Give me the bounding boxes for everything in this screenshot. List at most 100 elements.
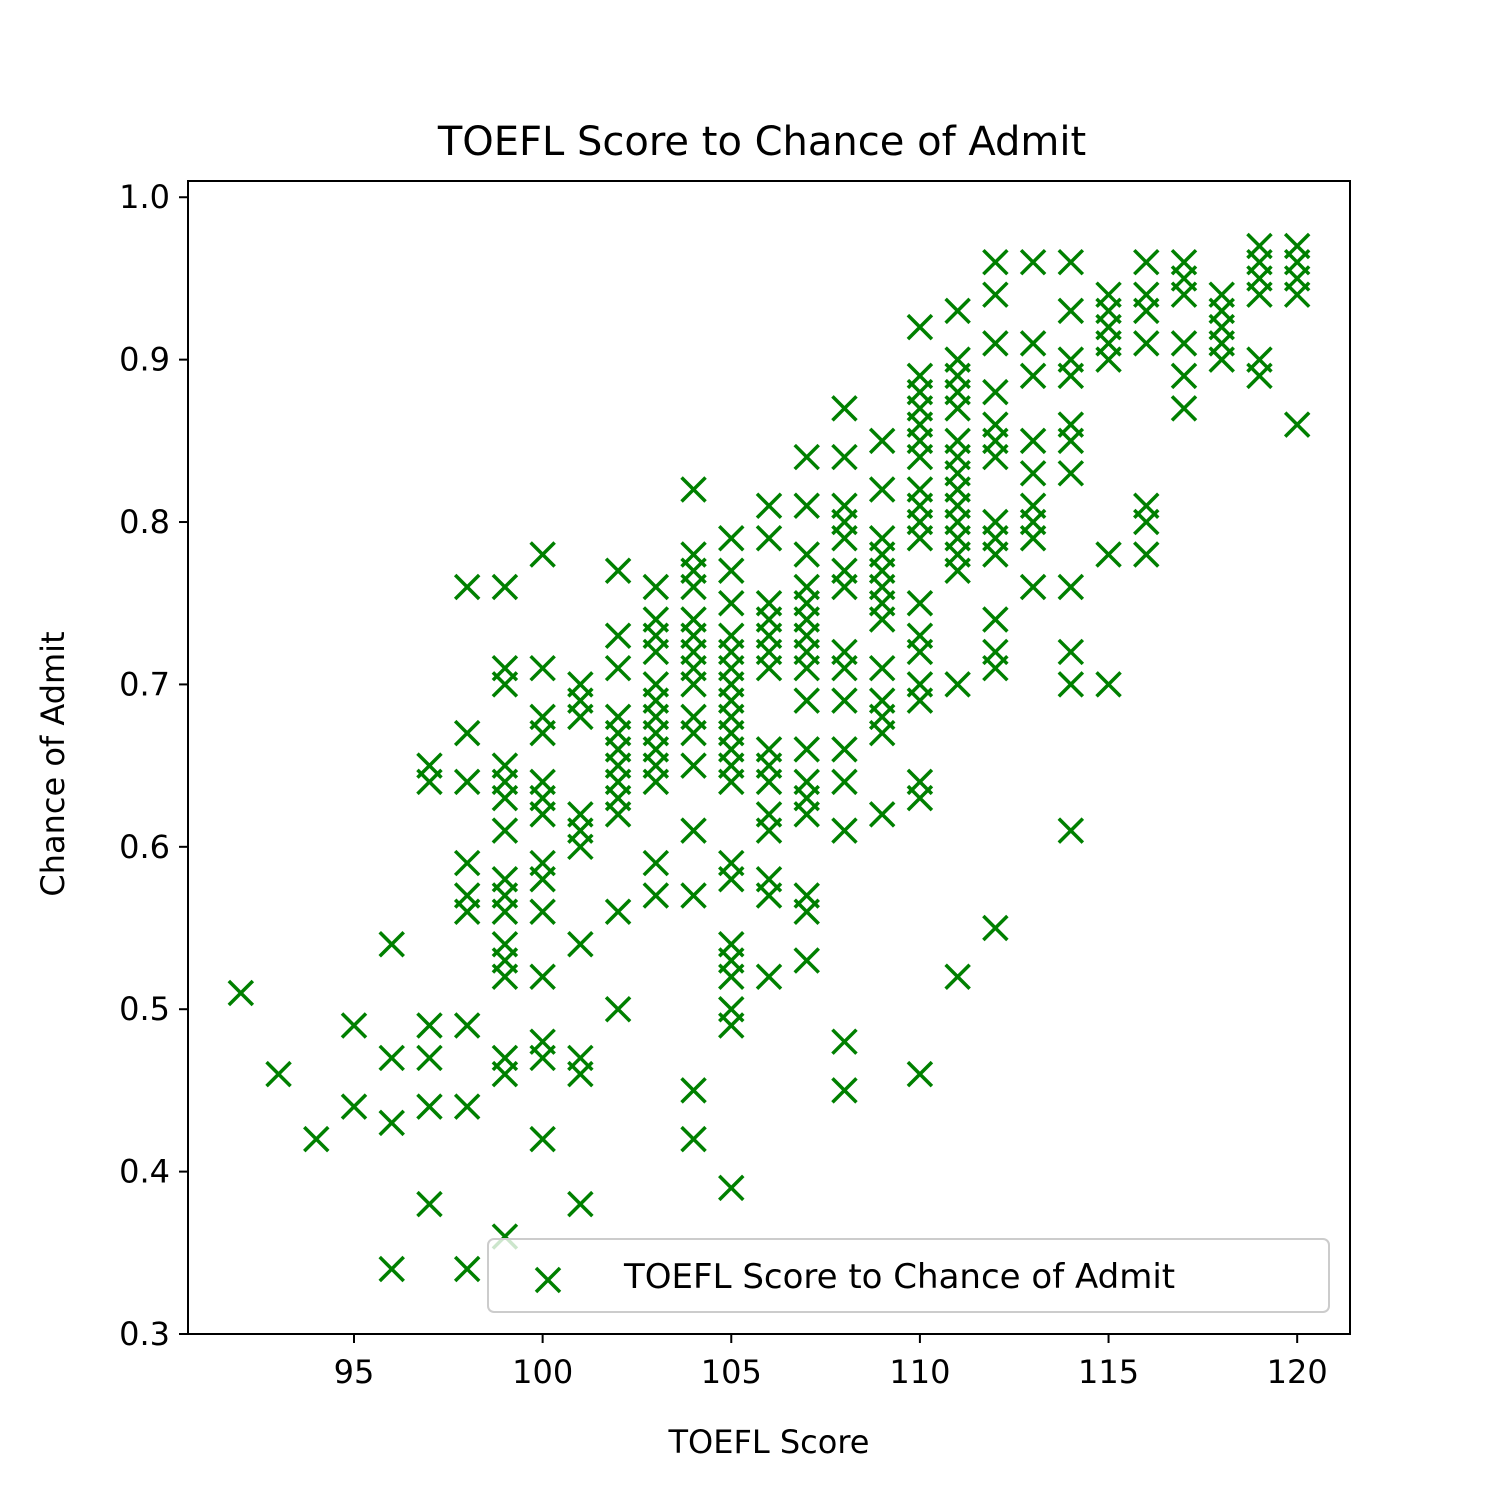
data-point — [1019, 248, 1047, 276]
data-point — [944, 557, 971, 584]
data-point — [718, 866, 745, 893]
data-point — [1057, 817, 1085, 844]
data-point — [567, 833, 594, 861]
data-point — [340, 1012, 368, 1039]
data-point — [1133, 541, 1160, 568]
data-point — [529, 654, 556, 682]
data-point — [416, 1093, 443, 1120]
data-point — [604, 557, 632, 584]
data-point — [491, 963, 519, 990]
data-point — [831, 817, 858, 844]
data-point — [1019, 427, 1047, 455]
data-point — [491, 1060, 519, 1088]
data-point — [1057, 671, 1085, 698]
data-point — [1133, 248, 1160, 276]
data-point — [567, 1190, 594, 1218]
data-point — [868, 476, 896, 503]
data-point — [680, 1125, 707, 1153]
data-point — [755, 654, 783, 682]
data-point — [1057, 297, 1085, 325]
data-point — [1133, 297, 1160, 325]
legend: TOEFL Score to Chance of Admit — [487, 1238, 1330, 1313]
data-point — [529, 898, 556, 926]
data-point — [718, 768, 745, 796]
data-point — [1208, 346, 1235, 373]
data-point — [680, 671, 707, 698]
data-point — [529, 1125, 556, 1153]
data-point — [755, 963, 783, 990]
data-point — [793, 492, 820, 520]
y-tick-label: 0.4 — [119, 1153, 170, 1191]
data-point — [378, 1044, 405, 1072]
data-point — [680, 817, 707, 844]
data-point — [453, 768, 481, 796]
data-point — [529, 963, 556, 990]
data-point — [453, 1093, 481, 1120]
data-point — [1246, 362, 1273, 390]
data-point — [1095, 346, 1122, 373]
data-point — [453, 1012, 481, 1039]
data-point — [831, 1028, 858, 1055]
data-point — [680, 476, 707, 503]
data-point — [604, 622, 632, 649]
data-point — [604, 654, 632, 682]
y-tick-label: 0.6 — [119, 828, 170, 866]
data-point — [378, 931, 405, 958]
data-point — [491, 784, 519, 812]
data-point — [567, 1060, 594, 1088]
data-point — [680, 719, 707, 747]
data-point — [793, 687, 820, 714]
y-axis-label: Chance of Admit — [34, 631, 72, 896]
data-point — [1057, 573, 1085, 601]
data-point — [906, 443, 934, 471]
data-point — [1057, 638, 1085, 666]
data-point — [642, 768, 670, 796]
y-tick-label: 0.9 — [119, 341, 170, 379]
data-point — [416, 1012, 443, 1039]
data-point — [831, 1077, 858, 1104]
y-tick-label: 0.5 — [119, 990, 170, 1028]
data-point — [982, 443, 1009, 471]
data-point — [604, 898, 632, 926]
data-point — [718, 963, 745, 990]
chart-title: TOEFL Score to Chance of Admit — [437, 119, 1086, 165]
data-point — [642, 882, 670, 909]
data-point — [265, 1060, 292, 1088]
data-point — [1057, 248, 1085, 276]
data-point — [831, 768, 858, 796]
y-tick-label: 0.3 — [119, 1315, 170, 1353]
data-point — [793, 736, 820, 763]
legend-box — [487, 1238, 1330, 1313]
data-point — [944, 671, 971, 698]
data-point — [982, 541, 1009, 568]
legend-label: TOEFL Score to Chance of Admit — [623, 1257, 1175, 1297]
data-point — [982, 654, 1009, 682]
data-point — [680, 1077, 707, 1104]
data-point — [1057, 460, 1085, 487]
x-tick-label: 120 — [1267, 1353, 1328, 1391]
data-point — [793, 801, 820, 828]
data-point — [982, 914, 1009, 942]
data-point — [793, 654, 820, 682]
data-point — [944, 395, 971, 422]
data-point — [491, 573, 519, 601]
data-point — [453, 573, 481, 601]
data-point — [718, 1012, 745, 1039]
data-point — [680, 573, 707, 601]
data-point — [868, 654, 896, 682]
x-tick-label: 110 — [889, 1353, 950, 1391]
data-point — [868, 719, 896, 747]
data-point — [982, 330, 1009, 357]
data-point — [642, 638, 670, 666]
data-point — [378, 1255, 405, 1283]
data-point — [755, 817, 783, 844]
data-point — [1019, 525, 1047, 552]
data-point — [831, 573, 858, 601]
data-point — [718, 557, 745, 584]
data-point — [831, 654, 858, 682]
y-tick-label: 0.7 — [119, 665, 170, 703]
data-point — [755, 525, 783, 552]
data-point — [1246, 281, 1273, 308]
data-point — [529, 866, 556, 893]
data-point — [982, 378, 1009, 406]
